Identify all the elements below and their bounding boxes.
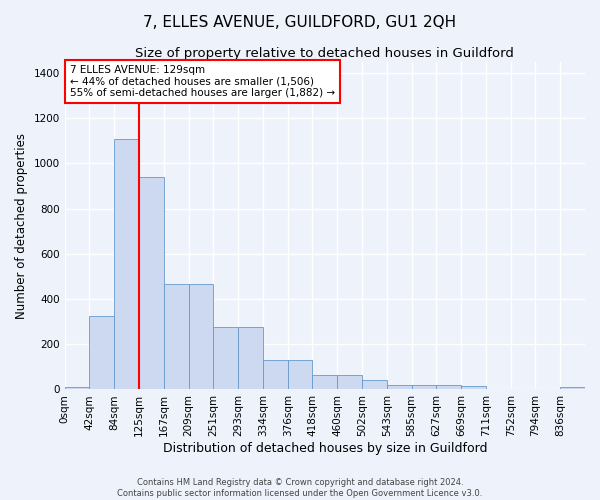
Bar [164,284,188,390]
Bar [337,375,362,390]
Bar [287,360,313,390]
Bar [461,386,486,390]
Text: Contains HM Land Registry data © Crown copyright and database right 2024.
Contai: Contains HM Land Registry data © Crown c… [118,478,482,498]
Text: 7 ELLES AVENUE: 129sqm
← 44% of detached houses are smaller (1,506)
55% of semi-: 7 ELLES AVENUE: 129sqm ← 44% of detached… [70,65,335,98]
Bar [560,387,585,390]
Title: Size of property relative to detached houses in Guildford: Size of property relative to detached ho… [136,48,514,60]
Bar [139,177,164,390]
Bar [362,380,387,390]
Bar [89,316,114,390]
Bar [436,385,461,390]
Bar [114,138,139,390]
Bar [188,284,214,390]
X-axis label: Distribution of detached houses by size in Guildford: Distribution of detached houses by size … [163,442,487,455]
Bar [313,375,337,390]
Bar [65,387,89,390]
Bar [412,385,436,390]
Bar [238,328,263,390]
Text: 7, ELLES AVENUE, GUILDFORD, GU1 2QH: 7, ELLES AVENUE, GUILDFORD, GU1 2QH [143,15,457,30]
Y-axis label: Number of detached properties: Number of detached properties [15,132,28,318]
Bar [263,360,287,390]
Bar [214,328,238,390]
Bar [387,385,412,390]
